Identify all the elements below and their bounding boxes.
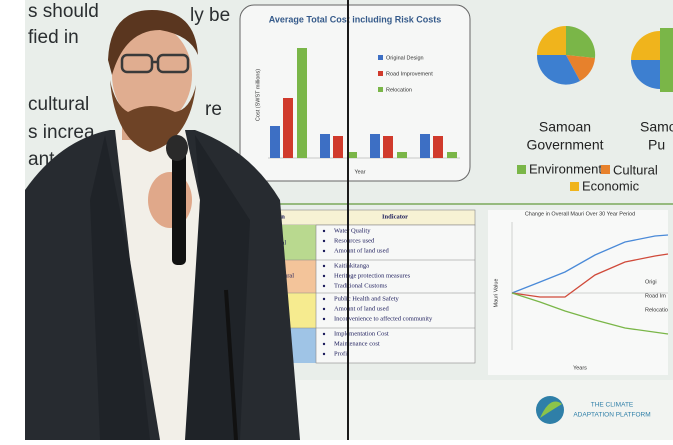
bar	[283, 98, 293, 158]
legend-swatch	[517, 165, 526, 174]
logo-text: ADAPTATION PLATFORM	[573, 412, 650, 419]
bar	[333, 136, 343, 158]
table-cell: Inconvenience to affected community	[334, 315, 433, 322]
table-cell: ural	[284, 272, 294, 279]
slide-text: s increa	[28, 122, 95, 143]
logo	[536, 396, 564, 424]
bullet	[322, 284, 326, 288]
slide-text: fied in	[28, 27, 79, 48]
table-cell: Amount of land used	[334, 305, 389, 312]
logo-text: THE CLIMATE	[591, 402, 634, 409]
pie-label: Samo	[640, 119, 673, 135]
bar	[433, 136, 443, 158]
y-axis-label: Mauri Value	[493, 279, 499, 308]
y-axis-label: Cost (SWST millions)	[255, 69, 261, 121]
table-cell: Implementation Cost	[334, 330, 389, 337]
table-cell: Kaitiakitanga	[334, 262, 369, 269]
line-chart-box	[488, 210, 668, 375]
bar	[447, 152, 457, 158]
table-header: Indicator	[382, 213, 408, 220]
table-cell: Maintenance cost	[334, 340, 380, 347]
x-axis-label: Year	[354, 169, 365, 175]
presenter	[25, 10, 300, 441]
bullet	[322, 332, 326, 336]
bullet	[322, 297, 326, 301]
legend-swatch	[378, 87, 383, 92]
bar	[383, 136, 393, 158]
bar	[320, 134, 330, 158]
legend-swatch	[378, 55, 383, 60]
table-cell: Resources used	[334, 237, 375, 244]
slide-text: ly be	[190, 5, 230, 26]
legend-label: Road Im	[645, 293, 666, 299]
pie-label: Samoan	[539, 119, 591, 135]
bar	[347, 152, 357, 158]
slide-text: cultural	[28, 94, 89, 115]
indicator-list: Water Quality Resources used Amount of lan…	[322, 227, 433, 357]
bullet	[322, 317, 326, 321]
legend-label: Road Improvement	[386, 71, 433, 77]
bullet	[322, 264, 326, 268]
bar-chart-title: Average Total Cost including Risk Costs	[269, 14, 442, 24]
legend-label: Relocation	[386, 87, 412, 93]
bullet	[322, 229, 326, 233]
legend-swatch	[378, 71, 383, 76]
line	[511, 253, 669, 298]
legend-label: Original Design	[386, 55, 424, 61]
legend-label: Relocatio	[645, 307, 668, 313]
bar	[420, 134, 430, 158]
pie-label: Government	[526, 137, 603, 153]
bar	[370, 134, 380, 158]
pie	[631, 28, 673, 92]
legend-label: Origi	[645, 279, 657, 285]
line	[511, 292, 669, 335]
table-cell: Water Quality	[334, 227, 371, 234]
bar	[270, 126, 280, 158]
bullet	[322, 239, 326, 243]
line-chart-title: Change in Overall Mauri Over 30 Year Per…	[525, 211, 635, 217]
bullet	[322, 307, 326, 311]
bullet	[322, 274, 326, 278]
bullet	[322, 249, 326, 253]
pie	[536, 25, 596, 85]
legend-swatch	[570, 182, 579, 191]
slide-text: re	[205, 99, 222, 120]
bar	[397, 152, 407, 158]
slide-text: s should	[28, 1, 99, 22]
table-cell: Heritage protection measures	[334, 272, 411, 279]
pie-label: Pu	[648, 137, 665, 153]
table-cell: Profit	[334, 350, 349, 357]
legend-label: Cultural	[613, 162, 658, 177]
table-cell: Amount of land used	[334, 247, 389, 254]
legend-swatch	[601, 165, 610, 174]
line	[511, 234, 669, 294]
legend-label: Environment	[529, 161, 602, 176]
bullet	[322, 342, 326, 346]
legend-label: Economic	[582, 178, 640, 193]
bullet	[322, 352, 326, 356]
bar	[297, 48, 307, 158]
table-cell: Traditional Customs	[334, 282, 388, 289]
x-axis-label: Years	[573, 365, 587, 371]
table-cell: Public Health and Safety	[334, 295, 400, 302]
